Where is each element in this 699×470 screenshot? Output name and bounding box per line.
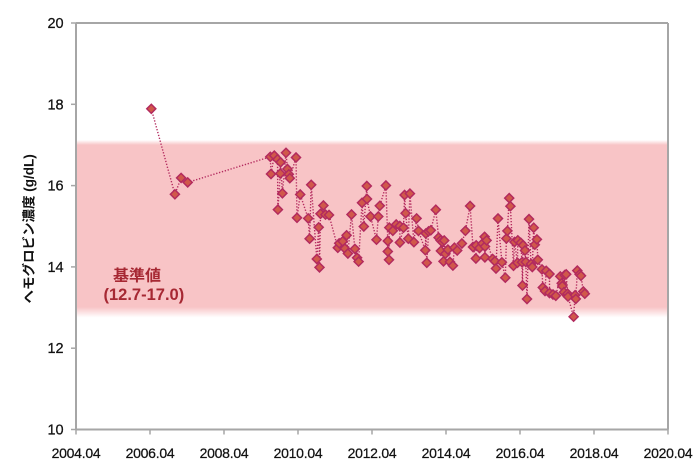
- svg-text:2020.04: 2020.04: [644, 445, 693, 461]
- svg-text:(12.7-17.0): (12.7-17.0): [104, 286, 185, 304]
- svg-text:18: 18: [47, 97, 63, 113]
- svg-text:2014.04: 2014.04: [422, 445, 471, 461]
- svg-text:12: 12: [47, 341, 63, 357]
- svg-text:20: 20: [47, 16, 63, 32]
- svg-text:2012.04: 2012.04: [348, 445, 397, 461]
- svg-text:2018.04: 2018.04: [570, 445, 619, 461]
- svg-text:2004.04: 2004.04: [52, 445, 101, 461]
- svg-text:(g/dL): (g/dL): [22, 154, 37, 191]
- svg-text:16: 16: [47, 179, 63, 195]
- svg-text:2016.04: 2016.04: [496, 445, 545, 461]
- svg-text:2010.04: 2010.04: [274, 445, 323, 461]
- svg-text:14: 14: [47, 260, 63, 276]
- svg-text:2006.04: 2006.04: [126, 445, 175, 461]
- svg-text:2008.04: 2008.04: [200, 445, 249, 461]
- svg-text:10: 10: [47, 423, 63, 439]
